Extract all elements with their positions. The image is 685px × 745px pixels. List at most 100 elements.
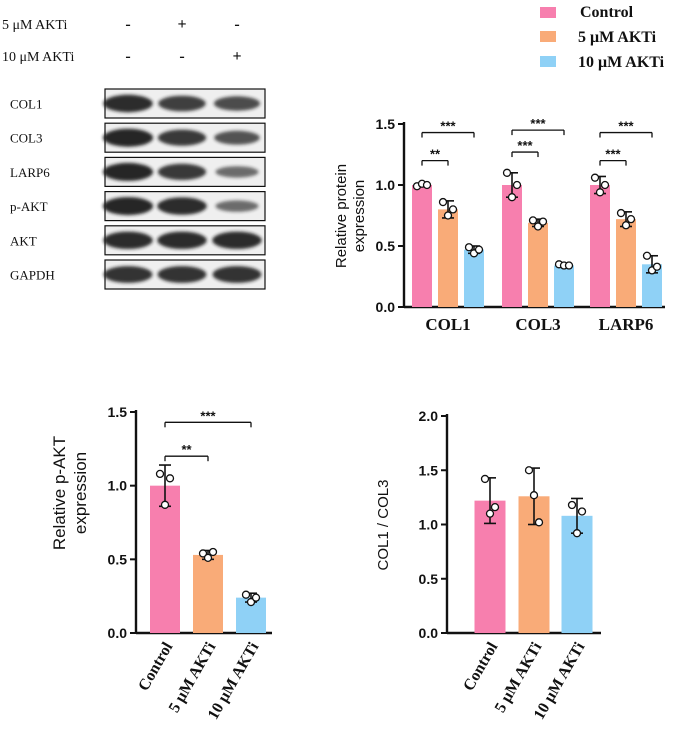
legend-label-10um: 10 μM AKTi xyxy=(578,54,665,71)
blot-row-label: COL1 xyxy=(10,97,43,112)
data-point xyxy=(616,208,626,218)
data-point xyxy=(251,593,261,602)
data-point xyxy=(160,500,170,509)
data-point xyxy=(524,466,534,475)
x-tick-label: LARP6 xyxy=(599,315,654,334)
bar xyxy=(412,185,432,307)
data-point xyxy=(448,205,458,214)
bar xyxy=(616,219,636,307)
bar xyxy=(464,249,484,307)
chart-relative-protein-expression: Relative protein expression 0.0 0.5 1.0 1.5… xyxy=(333,116,665,334)
x-tick-label: Control xyxy=(135,639,177,694)
data-point xyxy=(567,500,577,510)
blot-band xyxy=(213,96,261,111)
significance-label: *** xyxy=(618,119,634,134)
data-point xyxy=(529,491,539,500)
data-point xyxy=(590,173,600,182)
data-point xyxy=(480,474,490,484)
blot-band xyxy=(103,266,153,283)
legend-label-5um: 5 μM AKTi xyxy=(578,29,657,46)
chart-relative-pakt-expression: Relative p-AKT expression 0.0 0.5 1.0 1.5 Co… xyxy=(50,404,272,723)
y-tick-label: 1.0 xyxy=(108,478,128,494)
blot-band xyxy=(157,266,207,283)
treatment-mark: + xyxy=(232,48,241,65)
data-point xyxy=(502,168,512,177)
y-tick-label: 1.5 xyxy=(419,462,439,478)
blot-row-gapdh: GAPDH xyxy=(10,259,266,290)
data-point xyxy=(464,243,474,252)
data-point xyxy=(485,509,495,518)
data-point xyxy=(155,469,165,479)
data-point xyxy=(203,553,213,563)
data-point xyxy=(564,261,574,270)
x-tick-label: Control xyxy=(460,639,502,694)
y-tick-label: 0.5 xyxy=(376,238,396,254)
data-point xyxy=(422,180,432,190)
treatment-mark: - xyxy=(125,48,130,65)
treatment-marks: - + - - - + xyxy=(125,16,241,65)
significance-label: ** xyxy=(430,147,441,162)
blot-row-label: COL3 xyxy=(10,131,43,146)
treatment-mark: - xyxy=(234,16,239,33)
blot-band xyxy=(157,231,207,249)
significance-label: *** xyxy=(440,119,456,134)
blot-band xyxy=(103,197,153,216)
data-point xyxy=(490,502,500,512)
blot-row-label: GAPDH xyxy=(10,268,55,283)
significance-label: *** xyxy=(530,116,546,131)
blot-row-label: p-AKT xyxy=(10,199,48,214)
data-point xyxy=(642,251,652,260)
y-tick-label: 0.5 xyxy=(419,571,439,587)
treatment-label-5um: 5 μM AKTi xyxy=(2,18,67,33)
data-point xyxy=(246,597,256,607)
bar xyxy=(642,264,662,307)
blot-band xyxy=(214,130,260,145)
blot-band xyxy=(212,266,262,283)
x-tick-label: COL3 xyxy=(515,315,560,334)
treatment-mark: - xyxy=(179,48,184,65)
y-tick-label: 0.0 xyxy=(419,625,439,641)
data-point xyxy=(534,518,544,527)
data-point xyxy=(572,529,582,538)
blot-row-akt: AKT xyxy=(10,225,266,256)
y-axis-label-line1: Relative protein xyxy=(333,164,350,268)
data-point xyxy=(512,180,522,190)
blot-band xyxy=(215,200,259,212)
x-tick-label: COL1 xyxy=(425,315,470,334)
bar xyxy=(150,485,180,633)
bar xyxy=(590,185,610,307)
y-tick-label: 1.0 xyxy=(376,177,396,193)
data-point xyxy=(474,245,484,254)
y-tick-label: 0.5 xyxy=(108,551,128,567)
y-axis-label-line1: Relative p-AKT xyxy=(50,436,69,550)
data-point xyxy=(600,180,610,190)
data-point xyxy=(595,188,605,197)
y-tick-label: 1.5 xyxy=(108,404,128,420)
blot-row-label: LARP6 xyxy=(10,165,50,180)
blot-band xyxy=(157,197,207,215)
legend-swatch-control xyxy=(540,7,556,18)
blot-band xyxy=(103,128,153,147)
y-tick-label: 1.5 xyxy=(376,116,396,132)
blot-row-label: AKT xyxy=(10,233,37,248)
bar xyxy=(193,554,223,633)
data-point xyxy=(626,215,636,224)
legend: Control 5 μM AKTi 10 μM AKTi xyxy=(540,4,665,71)
data-point xyxy=(443,211,453,220)
bar xyxy=(438,209,458,307)
y-tick-label: 0.0 xyxy=(108,625,128,641)
data-point xyxy=(528,216,538,225)
data-point xyxy=(538,217,548,226)
bar xyxy=(528,222,548,307)
blot-row-col3: COL3 xyxy=(10,122,266,153)
bar xyxy=(554,265,574,307)
data-point xyxy=(241,590,251,599)
blot-band xyxy=(103,162,153,181)
blot-band xyxy=(103,94,153,113)
data-point xyxy=(577,507,587,516)
significance-label: *** xyxy=(200,408,216,423)
treatment-mark: + xyxy=(177,16,186,33)
treatment-label-10um: 10 μM AKTi xyxy=(2,50,74,65)
